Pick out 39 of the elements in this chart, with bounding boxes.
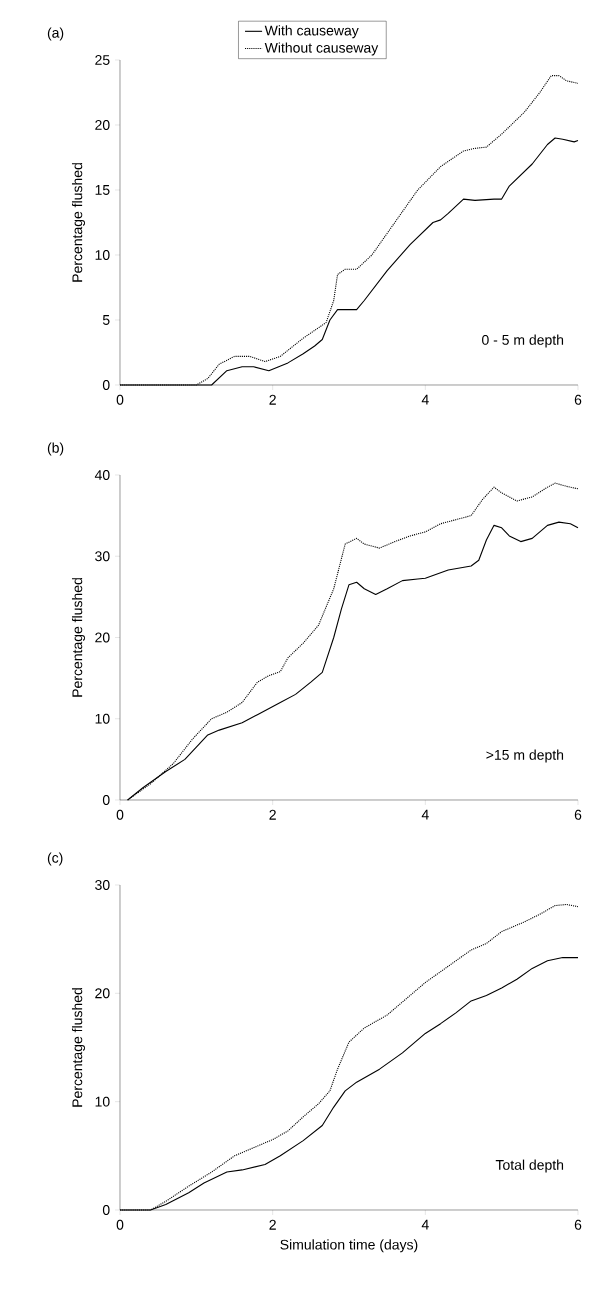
chart-title: (a) <box>47 27 64 41</box>
y-tick-label: 20 <box>95 988 110 999</box>
x-tick-label: 0 <box>116 809 124 820</box>
y-tick-label: 25 <box>95 55 110 65</box>
y-axis-title: Percentage flushed <box>71 988 86 1107</box>
y-tick-label: 40 <box>94 470 110 480</box>
legend-label: With causeway <box>264 25 359 39</box>
y-tick-label: 10 <box>95 250 110 260</box>
y-tick-label: 15 <box>95 185 110 195</box>
x-tick-label: 2 <box>269 394 276 405</box>
y-tick-label: 30 <box>95 551 110 562</box>
y-tick-label: 10 <box>95 1096 110 1107</box>
annotation: Total depth <box>495 1159 564 1173</box>
y-axis-title: Percentage flushed <box>71 578 86 697</box>
chart-title: (b) <box>47 442 64 456</box>
y-tick-label: 30 <box>95 880 110 890</box>
x-tick-label: 6 <box>574 809 582 820</box>
x-tick-label: 4 <box>421 1219 429 1230</box>
y-tick-label: 20 <box>95 632 110 643</box>
y-axis-title: Percentage flushed <box>71 163 86 282</box>
x-tick-label: 0 <box>116 394 124 405</box>
y-tick-label: 0 <box>102 1205 110 1215</box>
x-tick-label: 4 <box>421 394 429 405</box>
y-tick-label: 5 <box>102 315 110 325</box>
x-tick-label: 2 <box>269 809 276 820</box>
y-tick-label: 0 <box>102 795 110 805</box>
chart-title: (c) <box>47 852 63 866</box>
x-tick-label: 6 <box>574 1219 582 1230</box>
y-tick-label: 0 <box>102 380 110 390</box>
x-tick-label: 4 <box>421 809 429 820</box>
x-tick-label: 6 <box>574 394 582 405</box>
y-tick-label: 10 <box>95 713 110 724</box>
annotation: 0 - 5 m depth <box>482 334 564 348</box>
x-axis-title: Simulation time (days) <box>280 1239 418 1253</box>
annotation: >15 m depth <box>486 749 564 763</box>
x-tick-label: 2 <box>269 1219 276 1230</box>
y-tick-label: 20 <box>95 120 110 130</box>
legend-label: Without causeway <box>264 42 379 56</box>
x-tick-label: 0 <box>116 1219 124 1230</box>
